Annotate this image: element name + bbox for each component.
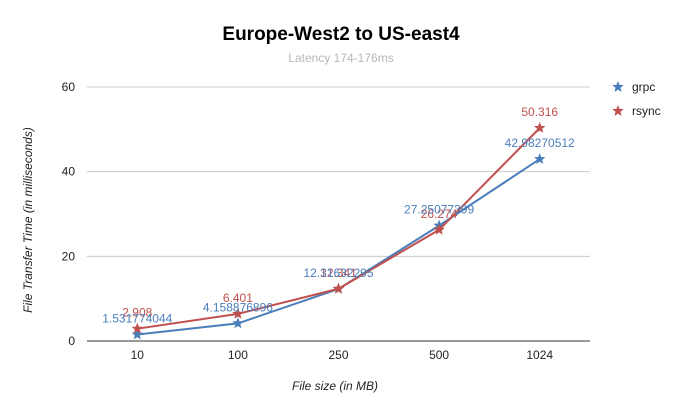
data-label-grpc: 27.25077399 [404,203,474,217]
data-label-grpc: 4.158876896 [203,300,273,314]
gridlines [87,86,590,257]
data-label-rsync: 2.908 [122,306,152,320]
legend-marker-rsync [612,105,624,116]
x-tick-label: 10 [131,348,145,362]
x-tick-label: 1024 [526,348,553,362]
data-label-grpc: 42.98270512 [505,136,575,150]
y-axis-ticks: 0 20 40 60 [62,80,76,348]
legend-label-grpc: grpc [632,80,655,94]
legend: grpc rsync [612,80,661,118]
chart-title: Europe-West2 to US-east4 [222,24,460,45]
data-label-rsync: 50.316 [521,105,558,119]
y-tick-label: 20 [62,249,76,263]
data-label-grpc: 12.31632295 [303,266,373,280]
data-point-grpc [533,153,546,164]
data-point-rsync [332,282,345,294]
legend-marker-grpc [612,81,624,92]
data-point-rsync [533,122,546,133]
y-tick-label: 0 [68,334,75,348]
data-label-rsync: 12.341 [320,266,357,280]
x-axis-ticks: 10 100 250 500 1024 [131,348,554,362]
data-point-grpc [232,317,244,329]
data-point-rsync [232,307,244,319]
x-tick-label: 100 [228,348,248,362]
legend-label-rsync: rsync [632,104,661,118]
data-label-grpc: 1.531774044 [102,312,172,326]
chart-subtitle: Latency 174-176ms [288,51,393,65]
data-point-grpc [131,328,144,340]
y-tick-label: 40 [62,165,76,179]
data-label-rsync: 6.401 [223,291,253,305]
x-tick-label: 250 [328,348,348,362]
series-line-grpc [137,158,541,336]
x-tick-label: 500 [429,348,449,362]
data-point-rsync [131,322,144,334]
series-line-rsync [137,127,541,330]
y-tick-label: 60 [62,80,76,94]
data-point-rsync [433,223,445,235]
x-axis-title: File size (in MB) [292,379,378,393]
y-axis-title: File Transfer Time (in milliseconds) [21,127,35,313]
data-labels: 2.908 6.401 12.341 26.274 50.316 1.531774044 4… [102,105,575,326]
series-group [131,122,546,340]
data-label-rsync: 26.274 [421,207,458,221]
